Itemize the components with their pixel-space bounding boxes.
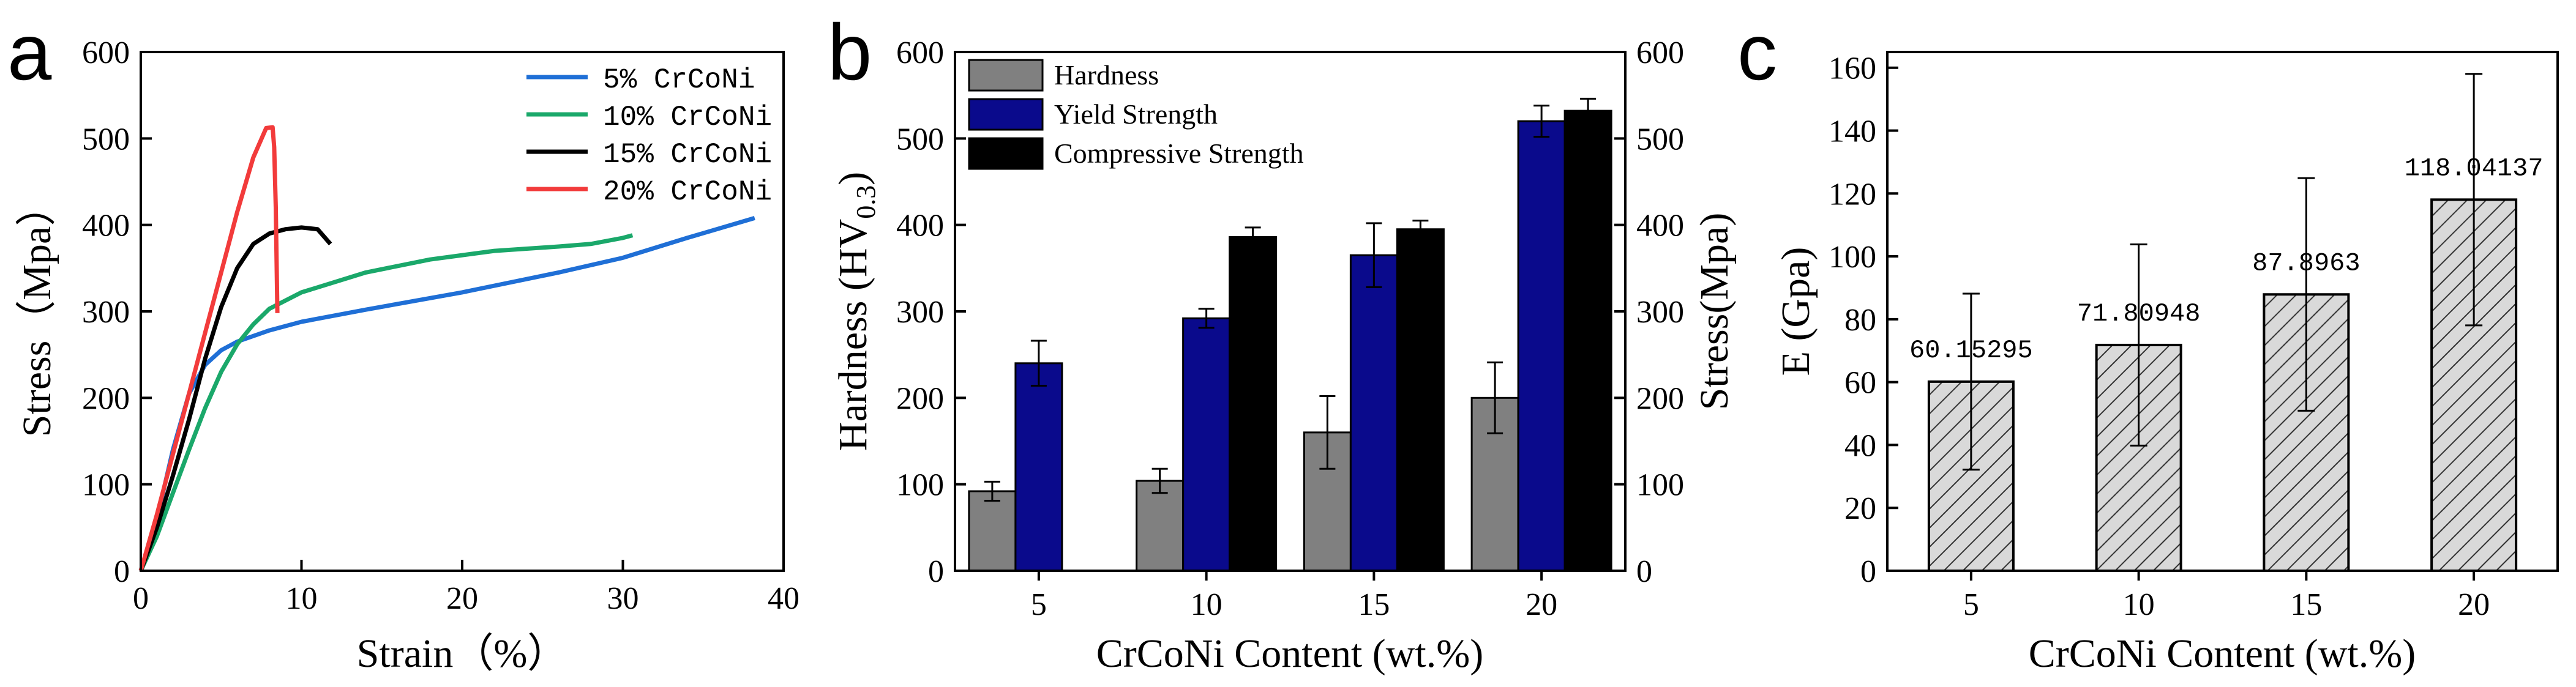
panel-c-x-tick-label: 20 (2458, 587, 2490, 622)
panel-a-legend-label: 5% CrCoNi (603, 64, 755, 96)
panel-a-series-line-1 (138, 216, 755, 572)
panel-a-legend-label: 15% CrCoNi (603, 139, 772, 171)
panel-b-bar (1349, 254, 1398, 572)
panel-b-legend-label: Yield Strength (1054, 98, 1218, 130)
panel-b-y-tick-label-right: 500 (1636, 122, 1684, 157)
panel-b-legend-swatch (968, 98, 1044, 131)
panel-b-y-tick-label-right: 0 (1636, 554, 1652, 589)
panel-c-value-label: 60.15295 (1909, 336, 2033, 365)
panel-b-bar (1563, 110, 1612, 572)
panel-b-y-tick-label-right: 300 (1636, 295, 1684, 330)
panel-a-series-group (138, 125, 755, 572)
panel-a-y-tick-label: 400 (82, 209, 130, 243)
panel-a-series-line-4 (138, 125, 280, 571)
panel-a-legend-label: 10% CrCoNi (603, 102, 772, 133)
panel-c-plot-frame (1886, 51, 2559, 572)
panel-b-y-tick-label-right: 400 (1636, 209, 1684, 243)
panel-c-y-tick-label: 80 (1844, 303, 1876, 338)
panel-b-y-tick-label-right: 200 (1636, 381, 1684, 416)
panel-c-x-tick-label: 10 (2123, 587, 2155, 622)
panel-a-y-label: Stress（Mpa） (15, 186, 59, 437)
panel-c-value-label: 71.80948 (2077, 299, 2201, 329)
panel-a-x-tick-label: 40 (768, 581, 799, 616)
panel-b-y-label-sub: 0.3 (851, 185, 881, 219)
panel-b-legend-swatch (968, 137, 1044, 170)
panel-c-value-label: 87.8963 (2252, 248, 2360, 278)
panel-label-c: c (1737, 7, 1777, 97)
panel-c-y-tick-label: 100 (1829, 240, 1876, 275)
panel-a-y-tick-label: 600 (82, 35, 130, 70)
panel-label-a: a (7, 7, 52, 97)
panel-c-y-tick-label: 160 (1829, 51, 1876, 86)
panel-b-y-tick-label-right: 100 (1636, 468, 1684, 503)
panel-a-series-line-3 (138, 225, 332, 572)
panel-c-y-tick-label: 140 (1829, 114, 1876, 149)
panel-b-bar (1396, 228, 1445, 572)
panel-c-x-tick-label: 5 (1963, 587, 1979, 622)
panel-c-y-label: E (Gpa) (1773, 247, 1818, 376)
panel-b-legend-label: Hardness (1054, 59, 1159, 91)
panel-c-axes: 5 10 15 20 0 20 40 60 80 100 120 140 160 (1829, 51, 2490, 622)
panel-b-bar (1182, 317, 1231, 572)
panel-b-x-label: CrCoNi Content (wt.%) (1096, 631, 1483, 676)
panel-b-bar (1517, 120, 1566, 572)
panel-b-y-label-end: ) (831, 172, 875, 185)
panel-a-legend: 5% CrCoNi 10% CrCoNi 15% CrCoNi 20% CrCoNi (526, 64, 772, 208)
panel-b-y-label-right: Stress(Mpa) (1692, 213, 1737, 410)
panel-b-y-tick-label-left: 400 (896, 209, 944, 243)
panel-c-x-tick-label: 15 (2290, 587, 2322, 622)
panel-c-y-tick-label: 40 (1844, 428, 1876, 463)
panel-b-bar (968, 490, 1017, 572)
panel-label-b: b (828, 7, 872, 97)
panel-a-x-tick-label: 0 (133, 581, 149, 616)
panel-b-legend-label: Compressive Strength (1054, 138, 1304, 169)
panel-b-y-label-left: Hardness (HV0.3) (831, 172, 881, 451)
panel-a-x-tick-label: 10 (286, 581, 318, 616)
panel-a-y-tick-label: 0 (114, 554, 130, 589)
panel-b-y-tick-label-left: 600 (896, 35, 944, 70)
panel-a-y-tick-label: 100 (82, 468, 130, 503)
panel-c-bars-group: 60.15295 71.80948 87.8963 118.04137 (1909, 73, 2544, 573)
panel-b-y-tick-label-left: 100 (896, 468, 944, 503)
panel-b-x-tick-label: 10 (1191, 587, 1222, 622)
panel-c-bar-chart: 60.15295 71.80948 87.8963 118.04137 5 10 15 20… (1773, 51, 2559, 676)
panel-b-legend-swatch (968, 59, 1044, 92)
panel-b-x-tick-label: 5 (1031, 587, 1047, 622)
panel-c-value-label: 118.04137 (2405, 154, 2544, 183)
panel-a-x-label: Strain（%） (357, 631, 568, 676)
panel-b-y-label-main: Hardness (HV (831, 219, 875, 451)
panel-a-y-tick-label: 200 (82, 381, 130, 416)
panel-c-y-tick-label: 0 (1860, 554, 1876, 589)
panel-a-x-tick-label: 20 (446, 581, 478, 616)
panel-c-y-tick-label: 60 (1844, 366, 1876, 401)
panel-a-series-line-2 (138, 233, 634, 572)
panel-a-y-tick-label: 500 (82, 122, 130, 157)
panel-c-y-tick-label: 20 (1844, 491, 1876, 526)
panel-a-y-tick-label: 300 (82, 295, 130, 330)
panel-b-bars-group (968, 97, 1612, 572)
panel-b-bar (1014, 362, 1063, 572)
panel-b-y-tick-label-right: 600 (1636, 35, 1684, 70)
panel-a-x-tick-label: 30 (607, 581, 639, 616)
panel-b-legend: Hardness Yield Strength Compressive Streng… (968, 59, 1304, 170)
panel-c-x-label: CrCoNi Content (wt.%) (2029, 631, 2416, 676)
panel-b-bar (1229, 236, 1278, 572)
panel-c-y-tick-label: 120 (1829, 177, 1876, 212)
panel-b-bar (1136, 480, 1185, 572)
panel-b-x-tick-label: 15 (1358, 587, 1390, 622)
panel-b-y-tick-label-left: 500 (896, 122, 944, 157)
panel-b-y-tick-label-left: 300 (896, 295, 944, 330)
panel-b-x-tick-label: 20 (1526, 587, 1557, 622)
panel-a-legend-label: 20% CrCoNi (603, 176, 772, 208)
panel-b-y-tick-label-left: 0 (928, 554, 944, 589)
panel-b-y-tick-label-left: 200 (896, 381, 944, 416)
